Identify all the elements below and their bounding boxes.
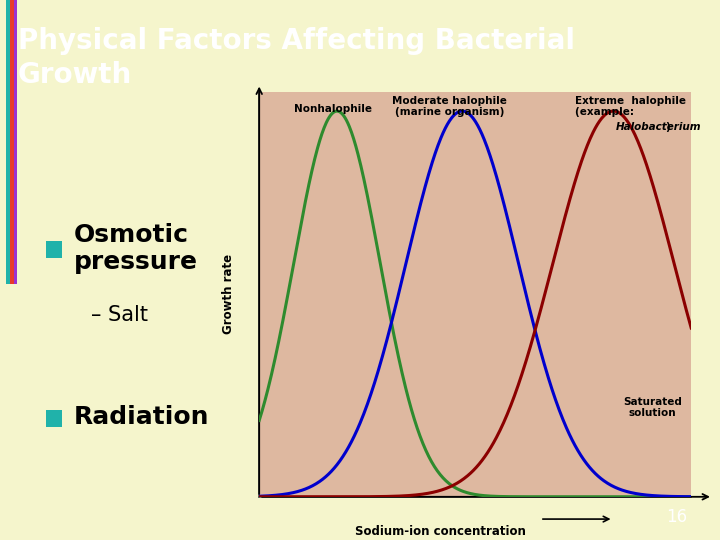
Text: – Salt: – Salt	[91, 305, 148, 325]
Text: Sodium-ion concentration: Sodium-ion concentration	[355, 525, 526, 538]
Text: Saturated
solution: Saturated solution	[623, 397, 682, 418]
Text: Radiation: Radiation	[73, 406, 209, 429]
Text: Halobacterium: Halobacterium	[616, 122, 701, 132]
Text: Osmotic
pressure: Osmotic pressure	[73, 223, 197, 274]
Bar	[46, 241, 62, 258]
Text: ): )	[665, 122, 670, 132]
Text: 16: 16	[666, 508, 688, 526]
Text: Growth rate: Growth rate	[222, 254, 235, 334]
Text: Nonhalophile: Nonhalophile	[294, 104, 372, 114]
Text: Moderate halophile
(marine organism): Moderate halophile (marine organism)	[392, 96, 507, 118]
Text: Extreme  halophile
(example:: Extreme halophile (example:	[575, 96, 685, 118]
Bar	[46, 410, 62, 427]
Bar	[14, 0, 17, 284]
Text: Physical Factors Affecting Bacterial
Growth: Physical Factors Affecting Bacterial Gro…	[18, 27, 575, 89]
Bar	[6, 0, 9, 284]
Bar	[10, 0, 14, 284]
